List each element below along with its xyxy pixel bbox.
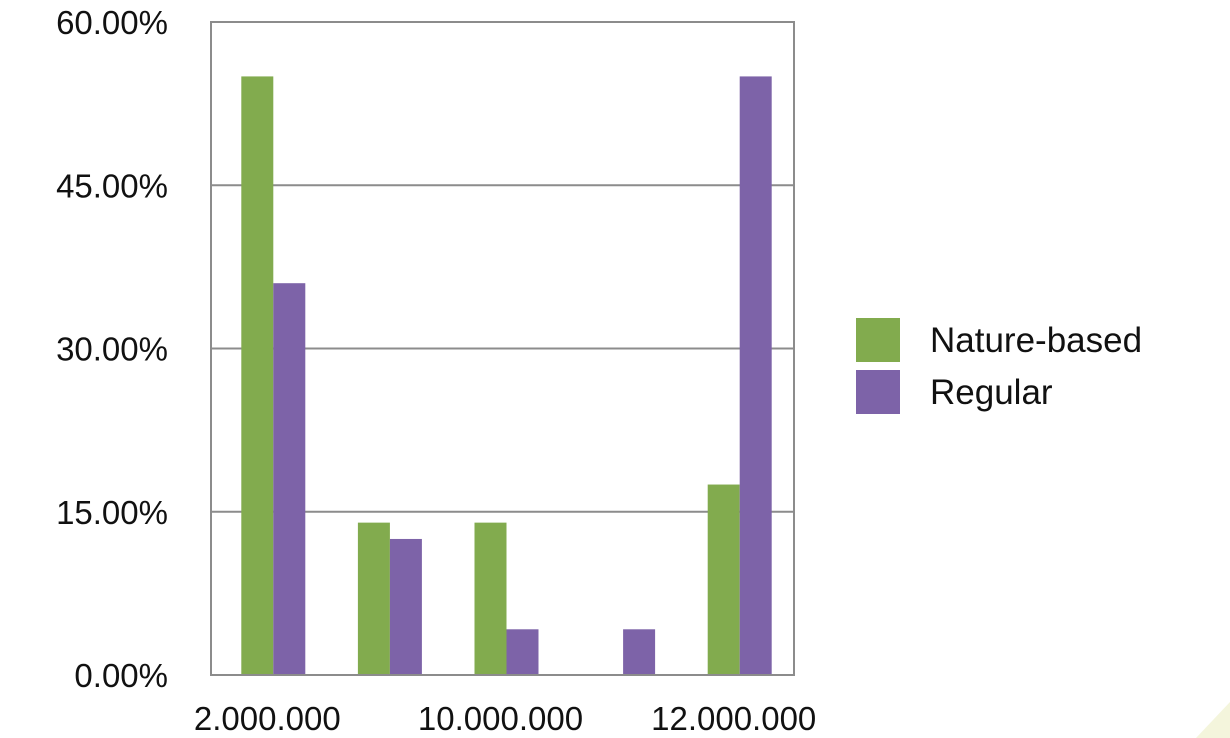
bar-nature-based	[474, 522, 507, 675]
bar-regular	[506, 629, 539, 675]
y-tick-label: 45.00%	[56, 167, 168, 204]
bar-nature-based	[241, 76, 274, 675]
bar-regular	[389, 538, 422, 675]
legend-label: Regular	[930, 373, 1053, 412]
y-tick-label: 15.00%	[56, 494, 168, 531]
bar-regular	[273, 283, 306, 675]
gridlines	[211, 184, 794, 513]
legend-swatch	[856, 318, 900, 362]
legend-swatch	[856, 370, 900, 414]
x-axis-tick-labels: 2.000.000 10.000.000 12.000.000	[194, 700, 816, 737]
x-tick-label: 12.000.000	[651, 700, 816, 737]
bars	[241, 76, 772, 675]
bar-regular	[623, 629, 656, 675]
bar-regular	[739, 76, 772, 675]
y-axis-tick-labels: 0.00% 15.00% 30.00% 45.00% 60.00%	[56, 4, 168, 694]
bar-nature-based	[357, 522, 390, 675]
y-tick-label: 30.00%	[56, 331, 168, 368]
y-tick-label: 60.00%	[56, 4, 168, 41]
x-tick-label: 2.000.000	[194, 700, 341, 737]
legend-label: Nature-based	[930, 321, 1142, 360]
x-tick-label: 10.000.000	[418, 700, 583, 737]
corner-decoration	[1196, 702, 1230, 738]
y-tick-label: 0.00%	[74, 657, 168, 694]
legend: Nature-based Regular	[856, 318, 1142, 414]
bar-nature-based	[707, 484, 740, 675]
plot-frame	[210, 21, 795, 676]
